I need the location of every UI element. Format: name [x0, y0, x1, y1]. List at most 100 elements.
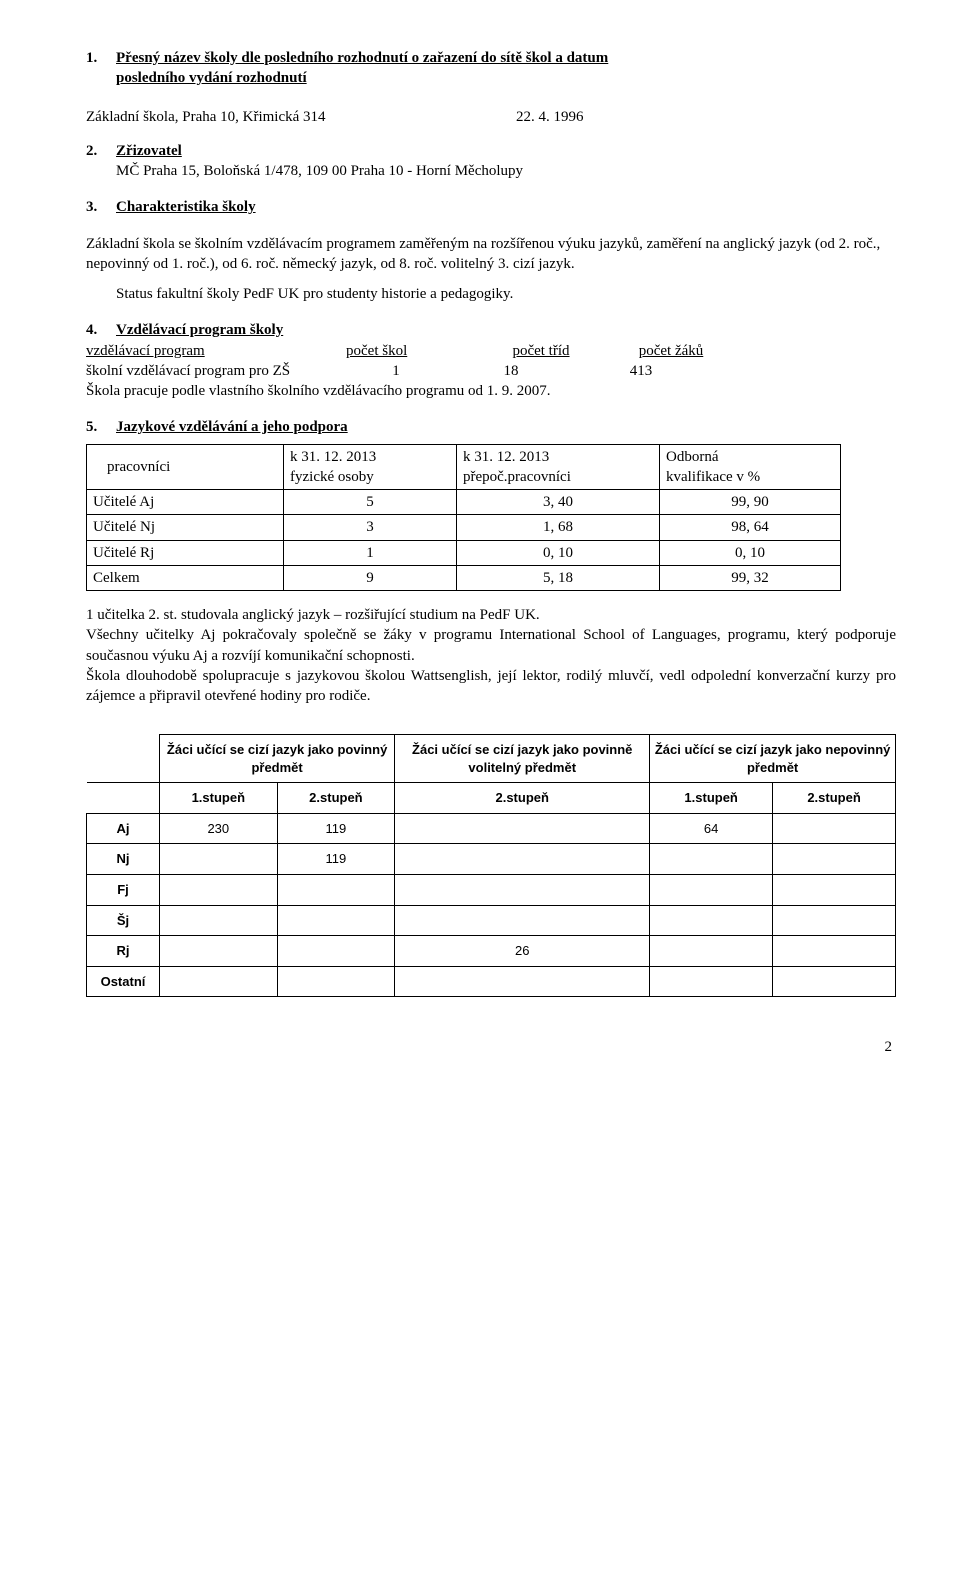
section-5-para3: Škola dlouhodobě spolupracuje s jazykovo…: [86, 666, 896, 707]
section-4-title: Vzdělávací program školy: [116, 320, 283, 340]
cell: 119: [277, 813, 395, 844]
row-label: Aj: [87, 813, 160, 844]
cell: [773, 813, 896, 844]
col-program: vzdělávací program: [86, 341, 346, 361]
cell: [650, 874, 773, 905]
cell: [650, 936, 773, 967]
cell-schools: 1: [346, 361, 446, 381]
cell: [395, 874, 650, 905]
table-row: Fj: [87, 874, 896, 905]
sub-1stupen: 1.stupeň: [160, 783, 278, 814]
col-schools: počet škol: [346, 341, 476, 361]
language-pupils-table: Žáci učící se cizí jazyk jako povinný př…: [86, 734, 896, 997]
cell: 5, 18: [457, 565, 660, 590]
cell: 119: [277, 844, 395, 875]
section-3-para1: Základní škola se školním vzdělávacím pr…: [86, 234, 896, 275]
cell: [773, 966, 896, 997]
col-pupils: počet žáků: [606, 341, 736, 361]
cell: [773, 844, 896, 875]
row-label: Šj: [87, 905, 160, 936]
page-number: 2: [86, 1037, 896, 1057]
row-label: Rj: [87, 936, 160, 967]
th-qual: Odborná kvalifikace v %: [660, 444, 841, 490]
cell: [395, 813, 650, 844]
th-mandatory: Žáci učící se cizí jazyk jako povinný př…: [160, 735, 395, 783]
row-label: Ostatní: [87, 966, 160, 997]
row-label: Fj: [87, 874, 160, 905]
school-name: Základní škola, Praha 10, Křimická 314: [86, 107, 516, 127]
section-1-number: 1.: [86, 48, 116, 68]
table-row: Celkem 9 5, 18 99, 32: [87, 565, 841, 590]
cell: [650, 966, 773, 997]
th-qual-l1: Odborná: [666, 449, 719, 465]
section-4-note: Škola pracuje podle vlastního školního v…: [86, 381, 896, 401]
cell: 99, 32: [660, 565, 841, 590]
table-row: Žáci učící se cizí jazyk jako povinný př…: [87, 735, 896, 783]
th-workers: pracovníci: [87, 444, 284, 490]
section-3-title: Charakteristika školy: [116, 197, 256, 217]
cell: [773, 905, 896, 936]
col-classes: počet tříd: [476, 341, 606, 361]
cell-classes: 18: [446, 361, 576, 381]
table-row: pracovníci k 31. 12. 2013 fyzické osoby …: [87, 444, 841, 490]
cell: 99, 90: [660, 490, 841, 515]
sub-2stupen: 2.stupeň: [773, 783, 896, 814]
cell: 98, 64: [660, 515, 841, 540]
th-qual-l2: kvalifikace v %: [666, 469, 760, 485]
th-date1-l2: fyzické osoby: [290, 469, 374, 485]
cell: 0, 10: [660, 540, 841, 565]
cell-program: školní vzdělávací program pro ZŠ: [86, 361, 346, 381]
section-3-para2: Status fakultní školy PedF UK pro studen…: [116, 284, 896, 304]
table-row: 1.stupeň 2.stupeň 2.stupeň 1.stupeň 2.st…: [87, 783, 896, 814]
th-date1-l1: k 31. 12. 2013: [290, 449, 376, 465]
cell: Učitelé Nj: [87, 515, 284, 540]
table-row: Ostatní: [87, 966, 896, 997]
section-4-data-row: školní vzdělávací program pro ZŠ 1 18 41…: [86, 361, 896, 381]
section-1-title-line2: posledního vydání rozhodnutí: [116, 70, 307, 86]
section-1-body: Základní škola, Praha 10, Křimická 314 2…: [86, 107, 896, 127]
th-date2-l1: k 31. 12. 2013: [463, 449, 549, 465]
cell: 64: [650, 813, 773, 844]
cell: 230: [160, 813, 278, 844]
cell-pupils: 413: [576, 361, 706, 381]
cell: 3: [284, 515, 457, 540]
cell: [277, 905, 395, 936]
table-row: Učitelé Aj 5 3, 40 99, 90: [87, 490, 841, 515]
cell: Učitelé Rj: [87, 540, 284, 565]
th-mandatory-elective: Žáci učící se cizí jazyk jako povinně vo…: [395, 735, 650, 783]
cell: [650, 905, 773, 936]
cell: [277, 874, 395, 905]
th-date1: k 31. 12. 2013 fyzické osoby: [284, 444, 457, 490]
cell: 9: [284, 565, 457, 590]
cell: 5: [284, 490, 457, 515]
cell: [277, 966, 395, 997]
section-4-table: vzdělávací program počet škol počet tříd…: [86, 341, 896, 382]
section-4-number: 4.: [86, 320, 116, 340]
cell: [395, 905, 650, 936]
section-3-heading: 3. Charakteristika školy: [86, 197, 896, 217]
cell: 1, 68: [457, 515, 660, 540]
sub-1stupen: 1.stupeň: [650, 783, 773, 814]
cell: 26: [395, 936, 650, 967]
cell: [395, 966, 650, 997]
th-date2-l2: přepoč.pracovníci: [463, 469, 571, 485]
section-2-body: MČ Praha 15, Boloňská 1/478, 109 00 Prah…: [116, 161, 896, 181]
cell: [160, 936, 278, 967]
section-3-number: 3.: [86, 197, 116, 217]
cell: [277, 936, 395, 967]
cell: [650, 844, 773, 875]
section-5-heading: 5. Jazykové vzdělávání a jeho podpora: [86, 417, 896, 437]
cell: 3, 40: [457, 490, 660, 515]
section-1-heading: 1. Přesný název školy dle posledního roz…: [86, 48, 896, 89]
table-row: Nj 119: [87, 844, 896, 875]
th-elective: Žáci učící se cizí jazyk jako nepovinný …: [650, 735, 896, 783]
table-row: Učitelé Rj 1 0, 10 0, 10: [87, 540, 841, 565]
row-label: Nj: [87, 844, 160, 875]
cell: [160, 966, 278, 997]
cell: Celkem: [87, 565, 284, 590]
section-1-title-line1: Přesný název školy dle posledního rozhod…: [116, 50, 608, 66]
section-5-number: 5.: [86, 417, 116, 437]
section-4-header-row: vzdělávací program počet škol počet tříd…: [86, 341, 896, 361]
cell: [395, 844, 650, 875]
cell: 0, 10: [457, 540, 660, 565]
